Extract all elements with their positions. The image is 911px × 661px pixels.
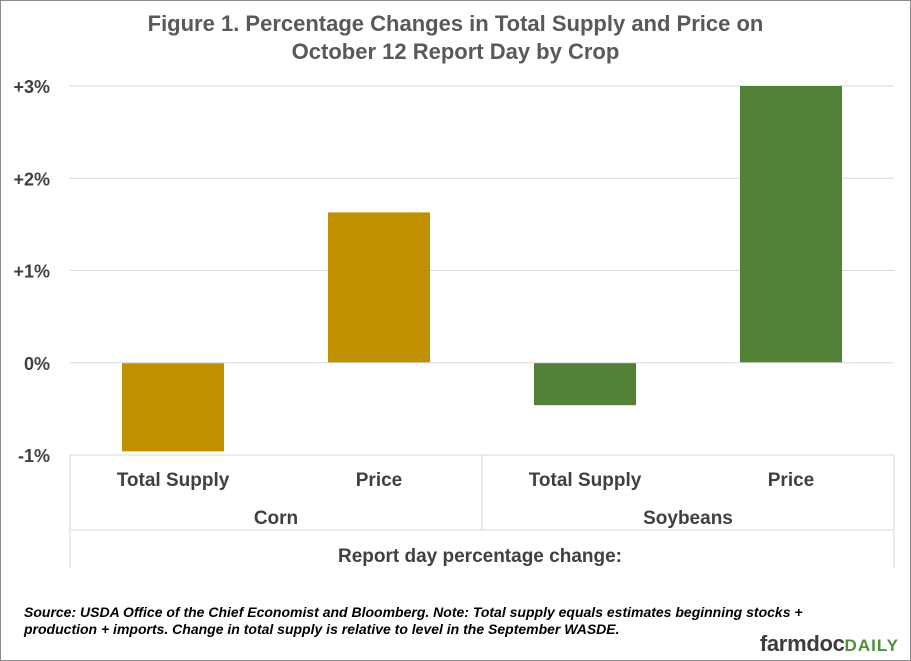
bar: [534, 362, 636, 406]
chart-title: Figure 1. Percentage Changes in Total Su…: [0, 10, 911, 66]
y-tick-label: +1%: [13, 262, 50, 282]
source-note: Source: USDA Office of the Chief Economi…: [24, 604, 803, 637]
y-tick-label: 0%: [24, 354, 50, 374]
bar: [122, 362, 224, 452]
x-axis-title: Report day percentage change:: [338, 546, 622, 567]
logo-part-2: DAILY: [844, 636, 899, 655]
x-group-label: Corn: [254, 508, 298, 529]
y-tick-label: -1%: [18, 446, 50, 466]
x-category-label: Price: [768, 470, 814, 491]
y-tick-label: +3%: [13, 77, 50, 97]
bar-chart: -1% 0% +1% +2% +3% Total Supply Price Corn Total…: [13, 77, 895, 568]
chart-title-line-1: Figure 1. Percentage Changes in Total Su…: [147, 11, 764, 36]
x-group-label: Soybeans: [643, 508, 733, 529]
y-tick-label: +2%: [13, 169, 50, 189]
x-category-label: Total Supply: [529, 470, 642, 491]
x-category-label: Total Supply: [117, 470, 230, 491]
logo-part-1: farmdoc: [759, 631, 845, 656]
x-category-label: Price: [356, 470, 402, 491]
chart-title-line-2: October 12 Report Day by Crop: [291, 39, 620, 64]
bar: [328, 212, 430, 363]
bar: [740, 86, 842, 363]
farmdoc-daily-logo: farmdocDAILY: [760, 631, 899, 657]
